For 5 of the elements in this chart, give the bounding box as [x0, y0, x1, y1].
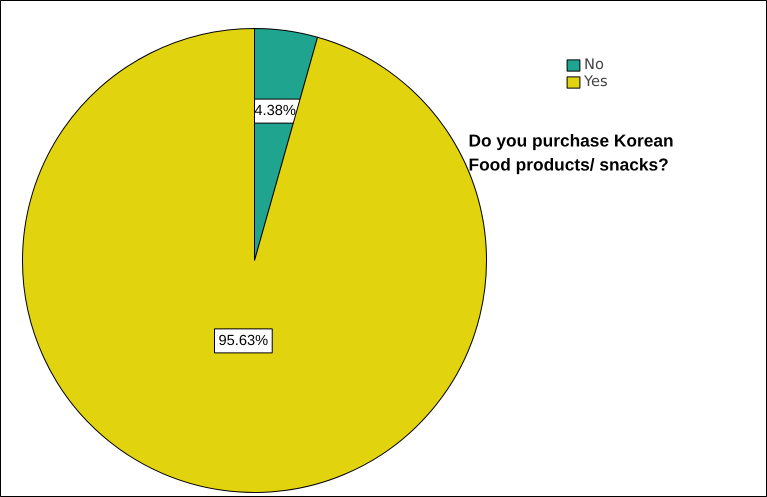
- legend-label: Yes: [584, 73, 608, 90]
- data-label: 4.38%: [254, 103, 296, 120]
- data-label: 95.63%: [218, 332, 268, 349]
- legend-label: No: [584, 56, 604, 73]
- text: Do you purchase Korean Food products/ snacks?: [468, 130, 674, 174]
